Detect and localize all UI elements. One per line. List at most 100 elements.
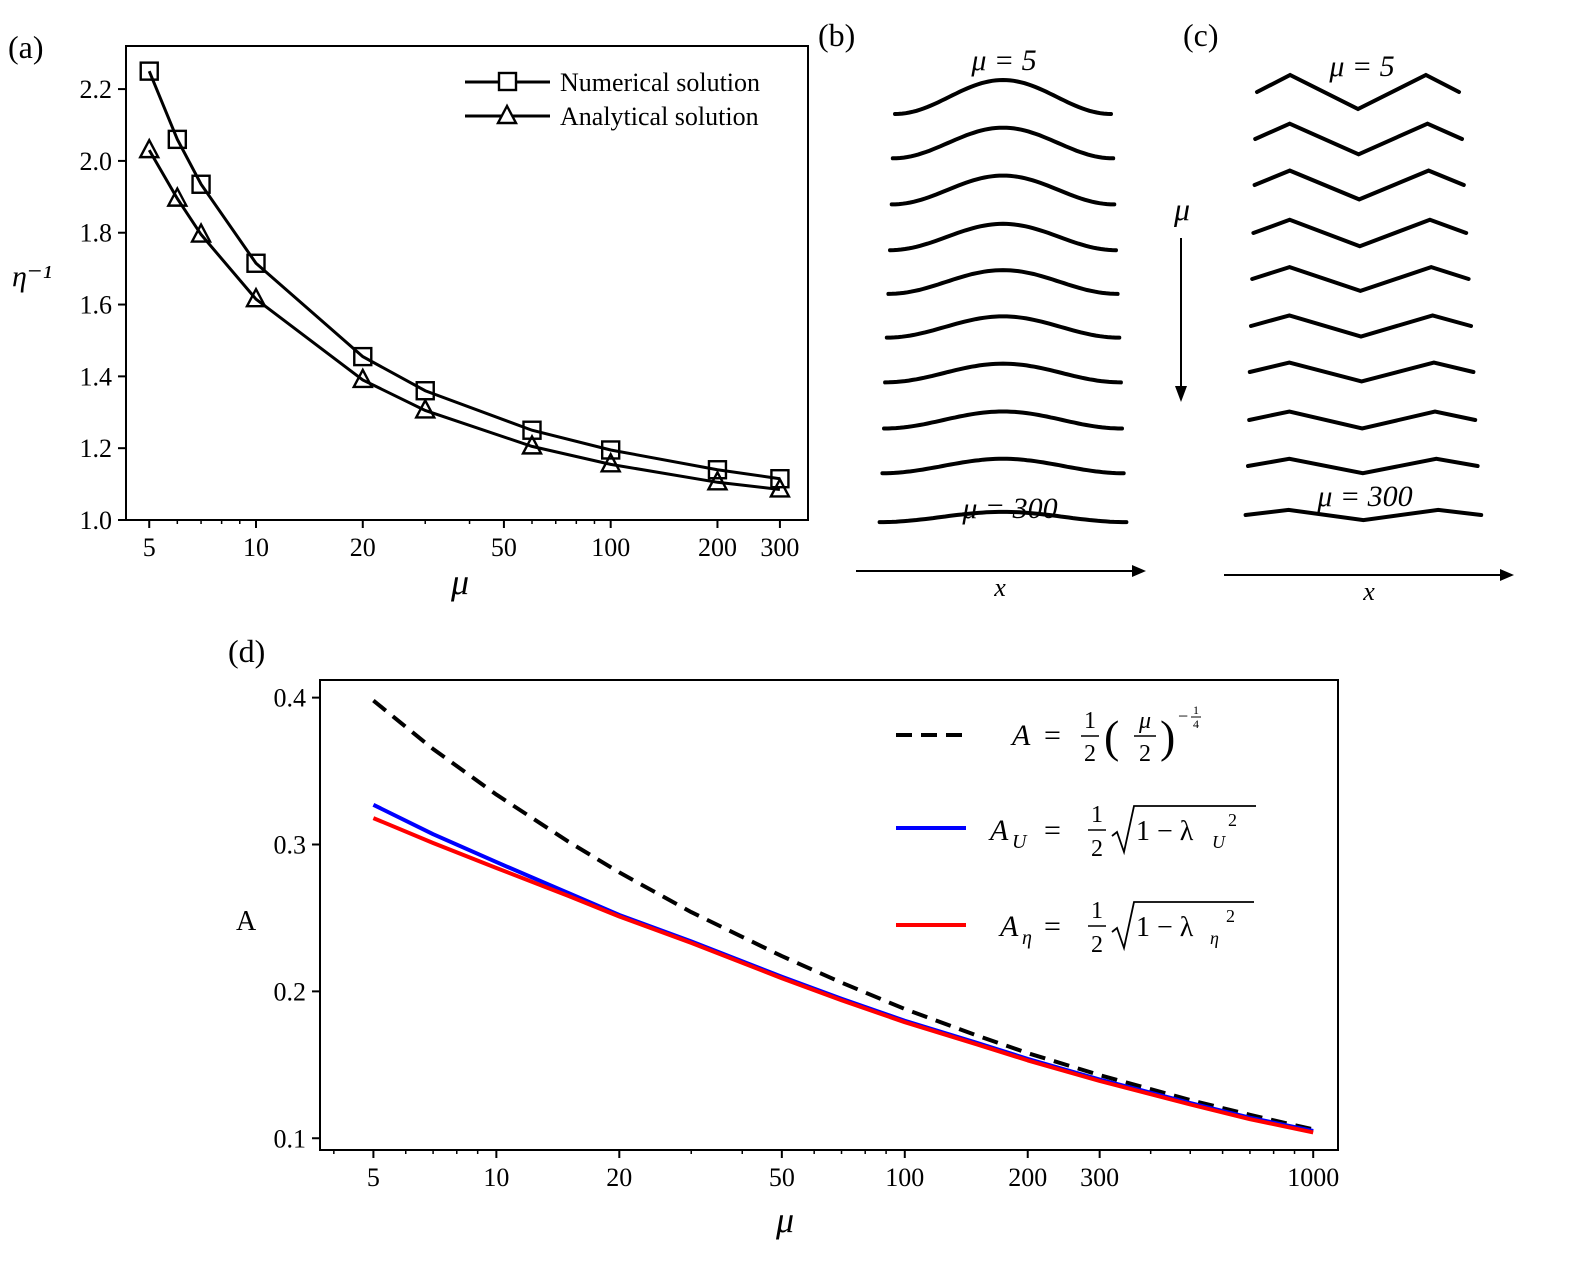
panel-a-frame (125, 45, 809, 521)
panel-b-mu-arrow-label: μ (1173, 191, 1190, 227)
f1-num: 1 (1084, 708, 1096, 734)
legend-label-analytical: Analytical solution (560, 102, 759, 131)
f1-lparen: ( (1104, 711, 1119, 762)
c-zigzag-profile (1252, 168, 1466, 202)
d-xtick-label: 50 (769, 1163, 795, 1192)
a-xtick-label: 5 (143, 533, 156, 562)
c-zigzag-profile (1253, 121, 1464, 157)
f1-rparen: ) (1160, 711, 1175, 762)
f2-sq: 2 (1228, 810, 1237, 830)
a-xtick-label: 300 (760, 533, 799, 562)
c-zigzag-profile (1246, 456, 1480, 476)
a-xtick-label: 20 (350, 533, 376, 562)
f1-exp-den: 4 (1193, 717, 1199, 731)
panel-d-label: (d) (228, 633, 265, 669)
a-point-numerical (191, 174, 211, 194)
f1-eq: = (1044, 719, 1061, 752)
legend-formula-scaling: A = 1 2 ( μ 2 ) − 1 4 (1010, 703, 1201, 767)
a-point-numerical (167, 129, 188, 150)
f3-body: 1 − λ (1136, 912, 1194, 943)
panel-b-mu-top: μ = 5 (970, 44, 1036, 77)
f3-eq: = (1044, 910, 1061, 943)
f3-sqrt (1111, 901, 1254, 952)
a-series-line-analytical (147, 149, 781, 491)
c-zigzag-profile (1251, 217, 1469, 249)
legend-formula-Aeta: A η = 1 2 1 − λ η 2 (998, 898, 1254, 958)
f3-lam-sub: η (1210, 928, 1219, 948)
panel-d: (d) 5 10 20 50 100 200 300 1000 0.1 0.2 0.3 0.4 μ A… (228, 633, 1339, 1240)
c-zigzag-profile (1255, 72, 1461, 112)
panel-b-x-arrowhead (1132, 565, 1146, 577)
f3-sq: 2 (1226, 906, 1235, 926)
legend-label-numerical: Numerical solution (560, 68, 760, 97)
f1-den: 2 (1084, 741, 1096, 767)
panel-c-mu-bottom: μ = 300 (1316, 480, 1412, 513)
panel-d-ticks: 5 10 20 50 100 200 300 1000 0.1 0.2 0.3 0.4 (274, 684, 1340, 1192)
panel-a-ylabel: η⁻¹ (12, 260, 52, 293)
f2-A: A (988, 814, 1009, 847)
f2-sub: U (1012, 831, 1028, 853)
f2-sqrt (1111, 805, 1256, 856)
f1-mu: μ (1138, 708, 1151, 734)
a-point-analytical (706, 469, 729, 491)
d-xtick-label: 20 (606, 1163, 632, 1192)
panel-b-label: (b) (818, 17, 855, 53)
b-wave-profile (877, 509, 1129, 525)
d-xtick-label: 5 (367, 1163, 380, 1192)
a-xtick-label: 10 (243, 533, 269, 562)
a-series-line-numerical (147, 70, 781, 481)
f2-eq: = (1044, 814, 1061, 847)
b-wave-profile (888, 221, 1118, 253)
a-point-numerical (707, 460, 728, 480)
f3-den: 2 (1091, 932, 1103, 958)
a-point-numerical (600, 440, 621, 460)
d-xtick-label: 1000 (1287, 1163, 1339, 1192)
f2-den: 2 (1091, 836, 1103, 862)
a-point-analytical (351, 367, 374, 389)
c-zigzag-profile (1247, 360, 1476, 384)
f2-body: 1 − λ (1136, 816, 1194, 847)
b-wave-profile (886, 268, 1120, 296)
a-ytick-label: 1.8 (80, 219, 113, 248)
b-wave-profile (884, 314, 1122, 340)
b-wave-profile (880, 456, 1126, 476)
panel-c-mu-top: μ = 5 (1328, 50, 1394, 83)
legend-formula-AU: A U = 1 2 1 − λ U 2 (988, 802, 1256, 862)
a-ytick-label: 1.2 (80, 434, 113, 463)
b-wave-profile (889, 173, 1117, 207)
a-point-numerical (246, 253, 266, 273)
panel-d-legend: A = 1 2 ( μ 2 ) − 1 4 A U = 1 (896, 703, 1256, 958)
a-ytick-label: 2.2 (80, 75, 113, 104)
panel-b-mu-bottom: μ = 300 (961, 492, 1057, 525)
panel-c-x-arrowhead (1500, 569, 1514, 581)
d-line-scaling (372, 699, 1314, 1132)
panel-c-x-label: x (1362, 577, 1375, 606)
f3-A: A (998, 910, 1019, 943)
panel-a: (a) 5 10 20 50 100 200 300 1.0 1.2 1.4 1.6 1.8 2.0 2.… (8, 29, 809, 602)
d-ytick-label: 0.3 (274, 831, 307, 860)
c-zigzag-profile (1247, 409, 1478, 431)
panel-b: (b) μ = 5 μ = 300 x μ (818, 17, 1190, 602)
a-point-analytical (190, 221, 213, 243)
a-point-analytical (414, 397, 437, 419)
panel-a-legend: Numerical solution Analytical solution (465, 68, 760, 131)
f3-sub: η (1022, 927, 1032, 949)
a-point-analytical (599, 451, 622, 473)
f3-num: 1 (1091, 898, 1103, 924)
panel-c-label: (c) (1183, 17, 1219, 53)
f2-num: 1 (1091, 802, 1103, 828)
c-zigzag-profile (1250, 264, 1471, 294)
a-xtick-label: 200 (698, 533, 737, 562)
panel-d-ylabel: A (236, 906, 257, 937)
d-ytick-label: 0.1 (274, 1124, 307, 1153)
f1-exp-minus: − (1178, 706, 1188, 726)
a-point-analytical (245, 286, 267, 308)
d-line-AU (372, 803, 1314, 1133)
b-wave-profile (890, 125, 1116, 161)
f2-lam-sub: U (1212, 832, 1226, 852)
a-xtick-label: 50 (491, 533, 517, 562)
a-ytick-label: 1.0 (80, 506, 113, 535)
c-zigzag-profile (1243, 507, 1484, 523)
panel-c-zigzags (1243, 72, 1484, 523)
